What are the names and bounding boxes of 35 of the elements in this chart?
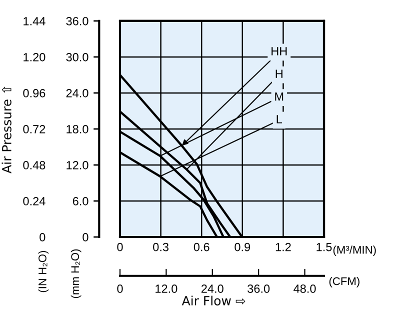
x-axis-title: (M³/MIN) [333,246,376,256]
x-tick-label: 0 [117,242,123,252]
x-tick-label: 0.9 [234,242,250,252]
y-tick-label: 36.0 [66,16,88,26]
text: L [276,115,282,124]
x-tick-label: 1.2 [276,242,291,252]
x-tick-label: 0.3 [153,242,168,252]
y2-tick-label: 1.20 [24,52,46,62]
y2-tick-label: 0.96 [23,88,46,98]
x-tick-label: 1.5 [316,242,332,252]
x2-tick-label: 12.0 [156,284,178,293]
x2-tick-label: 24.0 [201,284,224,293]
y-tick-label: 18.0 [66,124,88,134]
y2-axis-title: (IN H₂O) [38,250,49,292]
y2-tick-label: 0 [40,233,46,242]
x2-tick-label: 36.0 [248,284,270,293]
y2-tick-label: 1.44 [24,17,46,26]
text: Air Pressure ⇧ [2,86,12,174]
text: Air Flow ⇨ [182,296,246,306]
y-tick-label: 24.0 [66,88,88,98]
x2-tick-label: 48.0 [294,284,316,293]
x2-axis-title: (CFM) [329,276,360,288]
y2-tick-label: 0.24 [23,197,46,206]
text: M [275,92,284,101]
y2-tick-label: 0.72 [23,124,46,134]
text: H [276,70,282,78]
text: HH [272,47,287,56]
y-tick-label: 12.0 [66,161,88,170]
y2-tick-label: 0.48 [23,161,46,170]
x-tick-label: 0.6 [194,242,210,252]
y-tick-label: 0 [82,233,88,242]
y-axis-title: (mm H₂O) [70,249,82,298]
x2-tick-label: 0 [117,284,123,293]
y-tick-label: 30.0 [66,52,88,62]
y-tick-label: 6.0 [72,197,88,206]
